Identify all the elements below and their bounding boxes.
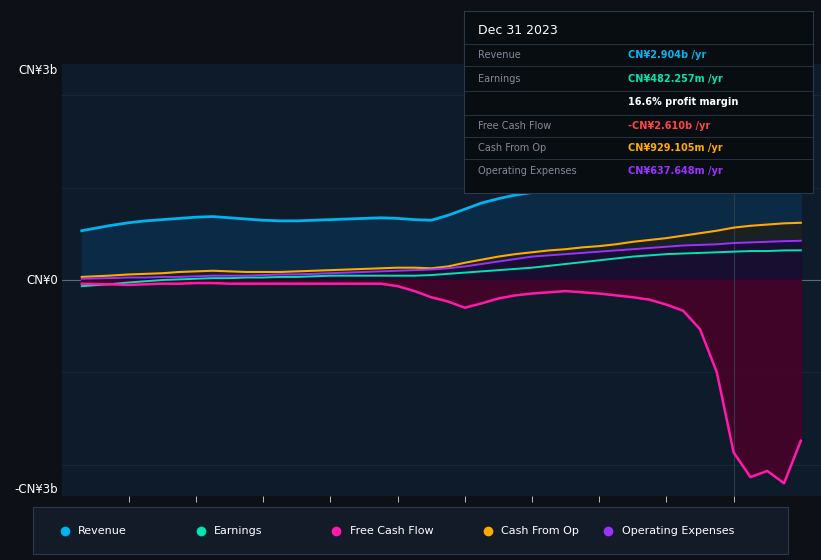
Text: CN¥929.105m /yr: CN¥929.105m /yr — [628, 143, 722, 153]
Text: Operating Expenses: Operating Expenses — [478, 166, 576, 176]
Text: CN¥0: CN¥0 — [26, 273, 57, 287]
Text: Operating Expenses: Operating Expenses — [622, 526, 734, 535]
Text: CN¥3b: CN¥3b — [19, 64, 57, 77]
Text: Cash From Op: Cash From Op — [501, 526, 579, 535]
Text: CN¥2.904b /yr: CN¥2.904b /yr — [628, 50, 706, 60]
Text: Free Cash Flow: Free Cash Flow — [350, 526, 433, 535]
Text: CN¥482.257m /yr: CN¥482.257m /yr — [628, 73, 722, 83]
Text: Free Cash Flow: Free Cash Flow — [478, 121, 551, 131]
Text: 16.6% profit margin: 16.6% profit margin — [628, 97, 738, 107]
Text: Earnings: Earnings — [478, 73, 521, 83]
Text: -CN¥3b: -CN¥3b — [14, 483, 57, 496]
Text: Revenue: Revenue — [78, 526, 127, 535]
Text: Earnings: Earnings — [214, 526, 263, 535]
Text: Cash From Op: Cash From Op — [478, 143, 546, 153]
Text: Revenue: Revenue — [478, 50, 521, 60]
Text: Dec 31 2023: Dec 31 2023 — [478, 24, 557, 37]
Text: -CN¥2.610b /yr: -CN¥2.610b /yr — [628, 121, 710, 131]
Text: CN¥637.648m /yr: CN¥637.648m /yr — [628, 166, 722, 176]
